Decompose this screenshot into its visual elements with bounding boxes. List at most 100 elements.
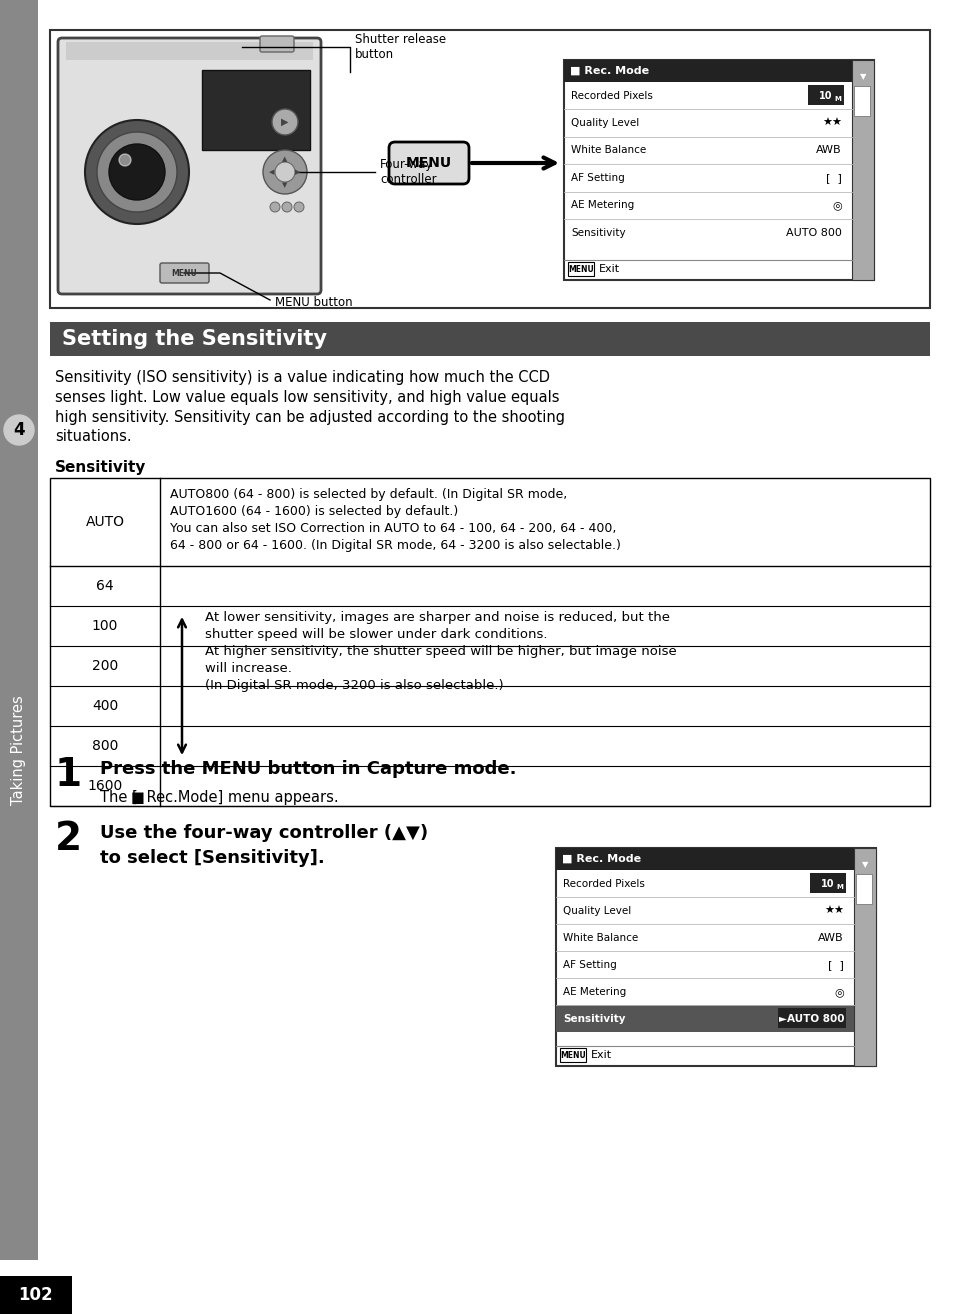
- Text: Recorded Pixels: Recorded Pixels: [562, 879, 644, 888]
- Text: [  ]: [ ]: [825, 173, 841, 183]
- Bar: [567, 261, 594, 276]
- FancyBboxPatch shape: [389, 142, 469, 184]
- Text: White Balance: White Balance: [571, 146, 645, 155]
- Text: 200: 200: [91, 660, 118, 673]
- Text: AUTO: AUTO: [86, 515, 125, 530]
- Bar: [556, 1005, 853, 1033]
- Text: ▶: ▶: [281, 117, 289, 127]
- Text: Press the MENU button in Capture mode.: Press the MENU button in Capture mode.: [100, 759, 516, 778]
- Text: White Balance: White Balance: [562, 933, 638, 942]
- Text: 800: 800: [91, 738, 118, 753]
- Bar: [50, 30, 929, 307]
- Text: AUTO800 (64 - 800) is selected by default. (In Digital SR mode,
AUTO1600 (64 - 1: AUTO800 (64 - 800) is selected by defaul…: [170, 487, 620, 552]
- Text: AF Setting: AF Setting: [562, 959, 616, 970]
- Text: Use the four-way controller (▲▼)
to select [Sensitivity].: Use the four-way controller (▲▼) to sele…: [100, 824, 428, 867]
- Text: ▶: ▶: [295, 170, 300, 175]
- Circle shape: [294, 202, 304, 212]
- Text: Rec.Mode] menu appears.: Rec.Mode] menu appears.: [142, 790, 338, 805]
- Text: Sensitivity: Sensitivity: [571, 227, 625, 238]
- Text: AUTO 800: AUTO 800: [785, 227, 841, 238]
- FancyBboxPatch shape: [58, 38, 320, 294]
- Text: ◀: ◀: [269, 170, 274, 175]
- Circle shape: [85, 120, 189, 223]
- Text: ■ Rec. Mode: ■ Rec. Mode: [569, 66, 648, 76]
- Text: Sensitivity (ISO sensitivity) is a value indicating how much the CCD
senses ligh: Sensitivity (ISO sensitivity) is a value…: [55, 371, 564, 444]
- Text: ★★: ★★: [823, 905, 843, 916]
- Bar: [66, 42, 313, 60]
- Text: AWB: AWB: [818, 933, 843, 942]
- Bar: [0, 1276, 71, 1314]
- Text: Quality Level: Quality Level: [562, 905, 631, 916]
- Text: Taking Pictures: Taking Pictures: [11, 695, 27, 805]
- Bar: [202, 70, 310, 150]
- Text: ►AUTO 800: ►AUTO 800: [779, 1014, 843, 1024]
- Circle shape: [282, 202, 292, 212]
- Circle shape: [274, 162, 294, 183]
- Bar: [556, 848, 875, 1066]
- Text: M: M: [836, 883, 842, 890]
- Circle shape: [272, 109, 297, 135]
- Text: ▲: ▲: [282, 156, 288, 162]
- Circle shape: [119, 154, 131, 166]
- Text: Four-way
controller: Four-way controller: [379, 158, 436, 187]
- Text: Exit: Exit: [598, 264, 619, 275]
- Text: MENU: MENU: [406, 156, 452, 170]
- Text: Setting the Sensitivity: Setting the Sensitivity: [62, 328, 327, 350]
- Text: 1: 1: [55, 756, 82, 794]
- Text: AE Metering: AE Metering: [571, 200, 634, 210]
- Text: MENU: MENU: [559, 1050, 585, 1059]
- Bar: [807, 85, 843, 105]
- Bar: [809, 872, 845, 894]
- Circle shape: [97, 131, 177, 212]
- Text: 1600: 1600: [88, 779, 123, 794]
- Text: ▼: ▼: [861, 861, 867, 870]
- Text: 64: 64: [96, 579, 113, 593]
- Bar: [851, 60, 873, 280]
- Text: 102: 102: [19, 1286, 53, 1303]
- Text: ▼: ▼: [859, 72, 865, 81]
- Bar: [0, 0, 38, 1260]
- FancyBboxPatch shape: [160, 263, 209, 283]
- Text: Quality Level: Quality Level: [571, 118, 639, 127]
- Circle shape: [4, 415, 34, 445]
- Text: AF Setting: AF Setting: [571, 173, 624, 183]
- Text: 2: 2: [55, 820, 82, 858]
- Bar: [563, 60, 873, 280]
- Text: Recorded Pixels: Recorded Pixels: [571, 91, 652, 101]
- Text: At lower sensitivity, images are sharper and noise is reduced, but the
shutter s: At lower sensitivity, images are sharper…: [205, 611, 676, 692]
- Bar: [559, 1049, 585, 1062]
- Text: AWB: AWB: [816, 146, 841, 155]
- Bar: [853, 848, 875, 1066]
- Bar: [563, 60, 851, 81]
- Bar: [50, 322, 929, 356]
- Text: Shutter release
button: Shutter release button: [355, 33, 446, 60]
- Text: MENU: MENU: [171, 268, 196, 277]
- Text: Sensitivity: Sensitivity: [55, 460, 146, 474]
- Text: 10: 10: [819, 91, 832, 101]
- Bar: [855, 874, 871, 904]
- Text: 400: 400: [91, 699, 118, 714]
- Bar: [556, 848, 853, 870]
- Circle shape: [109, 145, 165, 200]
- Circle shape: [263, 150, 307, 194]
- Text: ◎: ◎: [833, 987, 843, 997]
- Circle shape: [270, 202, 280, 212]
- Text: 4: 4: [13, 420, 25, 439]
- Text: AE Metering: AE Metering: [562, 987, 625, 997]
- Text: ■ Rec. Mode: ■ Rec. Mode: [561, 854, 640, 865]
- Text: MENU button: MENU button: [274, 296, 353, 309]
- Bar: [778, 1008, 845, 1029]
- Text: MENU: MENU: [568, 264, 594, 273]
- Text: Exit: Exit: [590, 1050, 612, 1060]
- Text: 10: 10: [821, 879, 834, 888]
- Text: 100: 100: [91, 619, 118, 633]
- Text: Sensitivity: Sensitivity: [562, 1014, 625, 1024]
- Text: ■: ■: [131, 790, 145, 805]
- Text: ▼: ▼: [282, 183, 288, 188]
- Text: M: M: [834, 96, 841, 101]
- FancyBboxPatch shape: [260, 35, 294, 53]
- Bar: [50, 478, 929, 805]
- Text: The [: The [: [100, 790, 137, 805]
- Text: ◎: ◎: [831, 200, 841, 210]
- Text: ★★: ★★: [821, 118, 841, 127]
